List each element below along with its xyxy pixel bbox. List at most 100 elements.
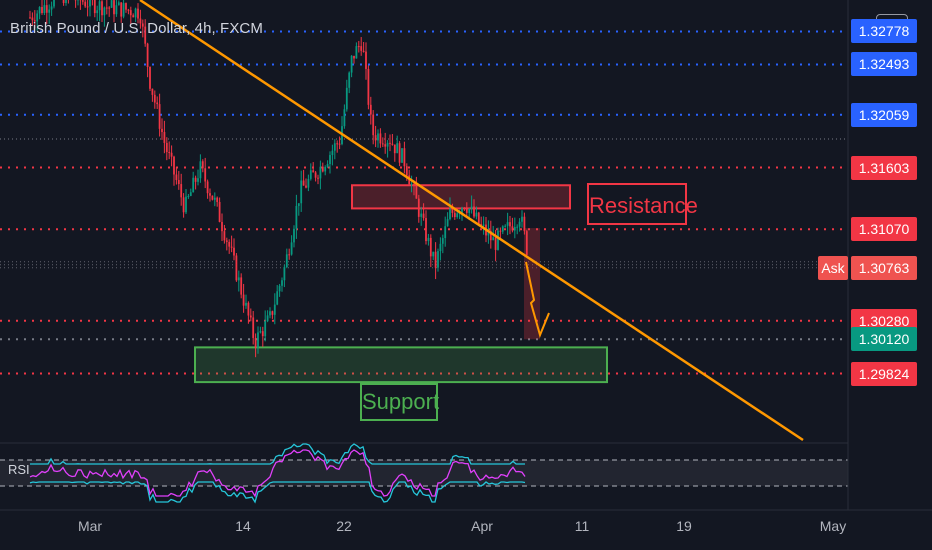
candle-body [525, 231, 528, 255]
candle-body [353, 55, 355, 59]
candle-body [425, 218, 427, 242]
candle-body [62, 0, 65, 4]
candle-body [103, 7, 106, 16]
candle-body [492, 237, 495, 241]
candle-body [129, 10, 132, 16]
candle-body [348, 72, 351, 88]
candle-body [209, 193, 211, 196]
candle-body [98, 1, 101, 11]
candle-body [237, 277, 240, 281]
candle-body [451, 208, 454, 213]
candle-body [317, 177, 319, 179]
candle-body [297, 203, 300, 206]
candle-body [521, 216, 523, 222]
candle-body [137, 8, 139, 19]
candle-body [81, 0, 84, 2]
candle-body [381, 143, 384, 145]
candle-body [281, 280, 283, 286]
candle-body [151, 88, 154, 95]
candle-body [365, 51, 367, 69]
candle-body [300, 180, 303, 204]
resistance-label[interactable]: Resistance [587, 183, 698, 225]
candle-body [285, 254, 288, 268]
candle-body [333, 143, 336, 151]
candle-body [206, 181, 209, 194]
candle-body [307, 178, 310, 188]
candle-body [180, 184, 183, 198]
candle-body [516, 226, 519, 228]
candle-body [290, 242, 293, 255]
candle-body [501, 226, 504, 232]
candle-body [396, 143, 399, 154]
candle-body [225, 240, 228, 242]
candle-body [254, 337, 257, 348]
candle-body [235, 255, 238, 281]
candle-body [305, 185, 307, 188]
candle-body [321, 166, 324, 172]
ask-price-tag: 1.30763 [851, 256, 917, 280]
candle-body [293, 228, 295, 243]
candle-body [427, 237, 430, 242]
resistance-zone [351, 184, 571, 210]
candle-body [465, 209, 468, 213]
price-tag: 1.30120 [851, 327, 917, 352]
candle-body [413, 183, 415, 186]
candle-body [173, 156, 175, 175]
candle-body [470, 206, 473, 209]
candle-body [86, 6, 89, 8]
candle-body [50, 6, 53, 10]
candle-body [377, 133, 379, 141]
candle-body [189, 192, 192, 196]
candle-body [117, 2, 120, 6]
candle-body [497, 230, 499, 250]
candle-body [31, 17, 34, 21]
candle-body [343, 109, 346, 127]
axis-layer [0, 0, 932, 511]
candle-body [357, 46, 360, 48]
candle-body [141, 23, 144, 27]
x-tick-11: 11 [574, 518, 590, 534]
x-tick-apr: Apr [471, 518, 493, 534]
candle-body [444, 226, 447, 239]
support-zone [194, 346, 608, 384]
candle-body [242, 294, 245, 306]
candle-body [149, 66, 151, 89]
candle-body [338, 143, 341, 145]
candle-body [204, 168, 207, 182]
candle-body [170, 152, 173, 157]
candle-body [168, 152, 171, 154]
candle-body [420, 213, 423, 217]
candle-body [165, 142, 168, 153]
candle-body [192, 177, 195, 193]
candle-body [273, 304, 276, 315]
rsi-pane [0, 442, 848, 504]
rsi-indicator-label[interactable]: RSI [8, 462, 30, 477]
candle-body [384, 144, 387, 147]
support-label[interactable]: Support [360, 383, 439, 421]
candle-body [439, 243, 442, 252]
candle-body [211, 195, 214, 200]
candle-body [213, 197, 216, 200]
candle-body [278, 285, 281, 292]
candle-body [120, 2, 123, 17]
candle-body [144, 26, 147, 44]
price-tag: 1.32493 [851, 52, 917, 77]
candle-body [175, 174, 178, 181]
candle-body [314, 172, 317, 178]
candle-body [53, 0, 55, 7]
candle-body [449, 208, 451, 220]
rsi-upper-envelope [30, 443, 525, 465]
candle-body [197, 178, 199, 182]
candle-body [185, 196, 187, 213]
candle-body [504, 225, 507, 227]
candle-body [456, 213, 459, 218]
candle-body [201, 161, 204, 169]
candle-body [101, 1, 103, 16]
candle-body [506, 222, 509, 226]
zones [194, 184, 608, 384]
candle-body [468, 208, 471, 213]
candle-body [403, 148, 406, 167]
